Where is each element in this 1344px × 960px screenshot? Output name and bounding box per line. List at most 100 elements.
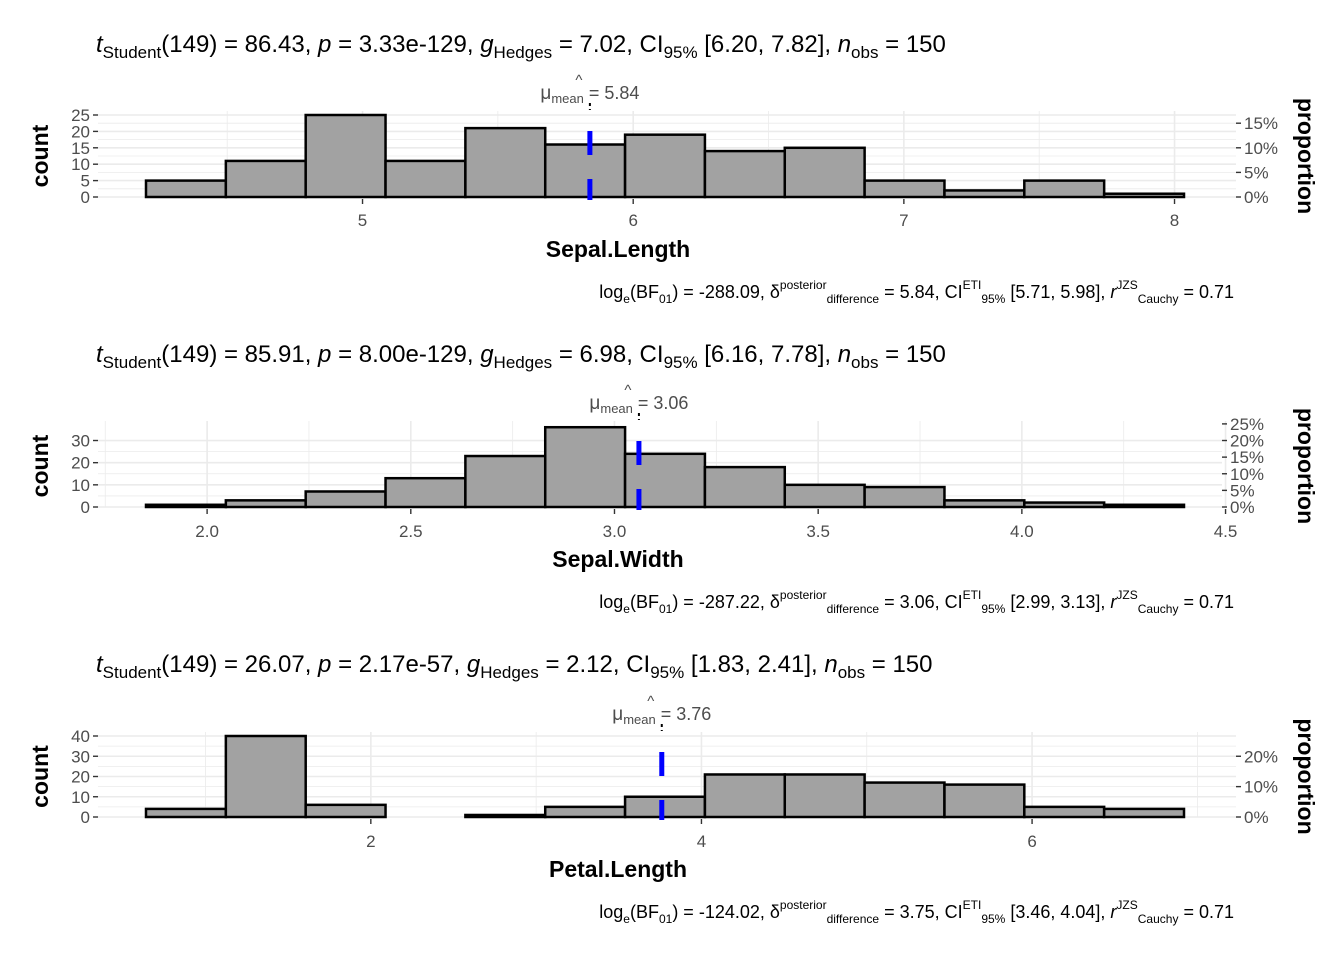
y-right-tick-label: 5% — [1230, 481, 1255, 500]
y-tick-label: 20 — [71, 768, 90, 787]
histogram-bar — [943, 189, 1026, 199]
x-axis-title: Sepal.Width — [552, 546, 683, 572]
y-right-tick-label: 0% — [1244, 188, 1269, 207]
histogram-bar — [1023, 179, 1106, 199]
y-right-tick-label: 15% — [1244, 114, 1278, 133]
y-tick-label: 30 — [71, 747, 90, 766]
y-tick-label: 0 — [81, 188, 90, 207]
hat-icon: ^ — [624, 382, 631, 399]
y-tick-label: 25 — [71, 106, 90, 125]
histogram-bar — [1102, 503, 1186, 509]
subtitle-stats: tStudent(149) = 85.91, p = 8.00e-129, gH… — [96, 341, 946, 372]
y-tick-label: 10 — [71, 476, 90, 495]
y-tick-label: 0 — [81, 808, 90, 827]
y-right-axis-title: proportion — [1293, 98, 1319, 214]
histogram-bar — [623, 133, 707, 199]
y-right-tick-label: 25% — [1230, 415, 1264, 434]
x-tick-label: 2.5 — [399, 522, 423, 541]
histogram-bar — [1102, 807, 1186, 819]
histogram-bar — [144, 179, 228, 199]
x-axis-title: Petal.Length — [549, 856, 687, 882]
caption-stats: loge(BF01) = -124.02, δposteriordifferen… — [599, 898, 1234, 926]
x-tick-label: 3.5 — [806, 522, 830, 541]
y-tick-label: 30 — [71, 432, 90, 451]
bars — [144, 734, 1186, 819]
histogram-bar — [863, 781, 946, 819]
bars — [144, 425, 1186, 509]
panel-sepal-width: μmean = 3.06^ 0 10 20 30 0%5%10%15%20%25% 2.0 2… — [27, 341, 1319, 616]
histogram-bar — [144, 503, 228, 509]
x-tick-label: 4.5 — [1214, 522, 1238, 541]
histogram-bar — [1102, 192, 1186, 199]
x-tick-label: 8 — [1170, 211, 1179, 230]
y-right-tick-label: 5% — [1244, 163, 1269, 182]
y-right-tick-label: 10% — [1244, 778, 1278, 797]
histogram-bar — [304, 803, 387, 819]
hat-icon: ^ — [647, 693, 654, 710]
x-axis-title: Sepal.Length — [546, 236, 690, 262]
y-tick-label: 5 — [81, 172, 90, 191]
histogram-bar — [863, 179, 946, 199]
caption-stats: loge(BF01) = -288.09, δposteriordifferen… — [599, 278, 1234, 306]
y-axis-title: count — [27, 124, 53, 187]
x-tick-label: 3.0 — [603, 522, 627, 541]
y-right-tick-label: 0% — [1230, 498, 1255, 517]
y-right-tick-label: 20% — [1230, 432, 1264, 451]
histogram-bar — [783, 483, 866, 509]
histogram-bar — [703, 465, 787, 509]
histogram-bar — [304, 113, 387, 199]
histogram-bar — [224, 734, 307, 819]
histogram-bar — [384, 159, 467, 199]
histogram-bar — [943, 783, 1026, 819]
y-tick-label: 10 — [71, 788, 90, 807]
y-right-tick-label: 0% — [1244, 808, 1269, 827]
histogram-bar — [943, 499, 1026, 509]
y-right-tick-label: 15% — [1230, 448, 1264, 467]
y-right-tick-label: 10% — [1244, 139, 1278, 158]
y-right-tick-label: 10% — [1230, 465, 1264, 484]
x-tick-label: 4 — [697, 832, 706, 851]
histogram-bar — [224, 499, 307, 509]
histogram-bar — [703, 773, 787, 819]
x-tick-label: 5 — [358, 211, 367, 230]
x-tick-label: 2.0 — [195, 522, 219, 541]
subtitle-stats: tStudent(149) = 26.07, p = 2.17e-57, gHe… — [96, 651, 933, 682]
x-tick-label: 2 — [366, 832, 375, 851]
y-tick-label: 20 — [71, 454, 90, 473]
histogram-bar — [543, 805, 627, 819]
histogram-bar — [464, 813, 547, 819]
mean-label: μmean = 5.84 — [540, 83, 639, 106]
caption-stats: loge(BF01) = -287.22, δposteriordifferen… — [599, 588, 1234, 616]
subtitle-stats: tStudent(149) = 86.43, p = 3.33e-129, gH… — [96, 31, 946, 62]
histogram-bar — [384, 476, 467, 509]
y-tick-label: 10 — [71, 155, 90, 174]
mean-label: μmean = 3.06 — [589, 393, 688, 416]
x-tick-label: 7 — [899, 211, 908, 230]
y-right-tick-label: 20% — [1244, 747, 1278, 766]
histogram-bar — [783, 146, 866, 199]
histogram-bar — [543, 425, 627, 509]
histogram-bar — [464, 126, 547, 199]
y-tick-label: 40 — [71, 727, 90, 746]
y-tick-label: 15 — [71, 139, 90, 158]
histogram-bar — [1023, 501, 1106, 509]
y-tick-label: 20 — [71, 122, 90, 141]
y-axis-title: count — [27, 434, 53, 497]
x-tick-label: 6 — [628, 211, 637, 230]
x-tick-label: 4.0 — [1010, 522, 1034, 541]
histogram-bar — [224, 159, 307, 199]
histogram-bar — [543, 143, 627, 199]
histogram-bar — [1023, 805, 1106, 819]
y-right-axis-title: proportion — [1293, 408, 1319, 524]
y-tick-label: 0 — [81, 498, 90, 517]
histogram-bar — [464, 454, 547, 509]
histogram-bar — [623, 795, 707, 819]
hat-icon: ^ — [575, 72, 582, 89]
histogram-bar — [144, 807, 228, 819]
bars — [144, 113, 1186, 199]
histogram-bar — [783, 773, 866, 819]
histogram-bar — [703, 149, 787, 199]
